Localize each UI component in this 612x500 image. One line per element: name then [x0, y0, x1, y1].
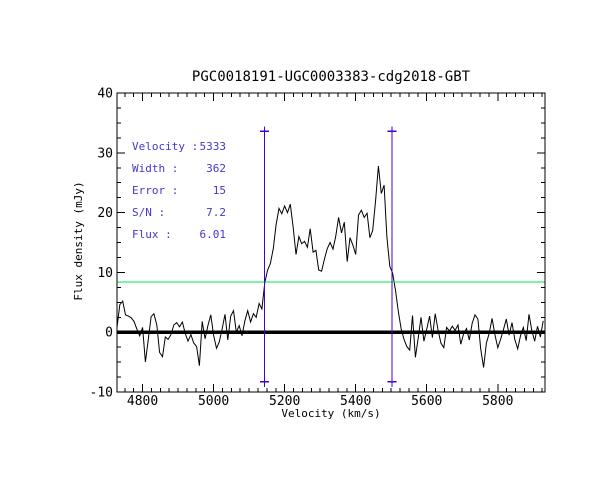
- fit-parameter-value: 15: [212, 184, 226, 197]
- plot-title: PGC0018191-UGC0003383-cdg2018-GBT: [192, 69, 471, 85]
- fit-parameters-panel: Velocity : 5333 Width : 362 Error : 15 S…: [132, 136, 226, 246]
- x-tick-label: 5000: [198, 394, 229, 409]
- x-tick-label: 5200: [269, 394, 300, 409]
- y-tick-label: 40: [97, 87, 113, 102]
- fit-parameter-value: 5333: [199, 140, 227, 153]
- fit-parameter-row: S/N : 7.2: [132, 202, 226, 224]
- y-axis-label: Flux density (mJy): [72, 181, 85, 300]
- x-tick-label: 4800: [127, 394, 158, 409]
- y-tick-label: 30: [97, 146, 113, 161]
- fit-parameter-row: Velocity : 5333: [132, 136, 226, 158]
- y-tick-label: 0: [105, 326, 113, 341]
- fit-parameter-value: 7.2: [206, 206, 226, 219]
- fit-parameter-label: Width :: [132, 162, 179, 175]
- x-tick-label: 5400: [340, 394, 371, 409]
- y-tick-label: 20: [97, 206, 113, 221]
- fit-parameter-row: Width : 362: [132, 158, 226, 180]
- x-tick-label: 5800: [482, 394, 513, 409]
- y-tick-label: 10: [97, 266, 113, 281]
- fit-parameter-row: Flux : 6.01: [132, 224, 226, 246]
- chart-layer: 4800 5000 5200 5400 5600 5800 -10 0 10 20 30 40: [90, 87, 546, 409]
- y-tick-label: -10: [90, 386, 113, 401]
- x-axis-label: Velocity (km/s): [281, 407, 380, 420]
- fit-parameter-label: S/N :: [132, 206, 166, 219]
- fit-parameter-row: Error : 15: [132, 180, 226, 202]
- fit-parameter-label: Flux :: [132, 228, 172, 241]
- fit-parameter-label: Error :: [132, 184, 179, 197]
- fit-parameter-value: 362: [206, 162, 226, 175]
- spectrum-line: [116, 165, 544, 368]
- fit-parameter-value: 6.01: [199, 228, 227, 241]
- x-tick-label: 5600: [411, 394, 442, 409]
- fit-parameter-label: Velocity :: [132, 140, 199, 153]
